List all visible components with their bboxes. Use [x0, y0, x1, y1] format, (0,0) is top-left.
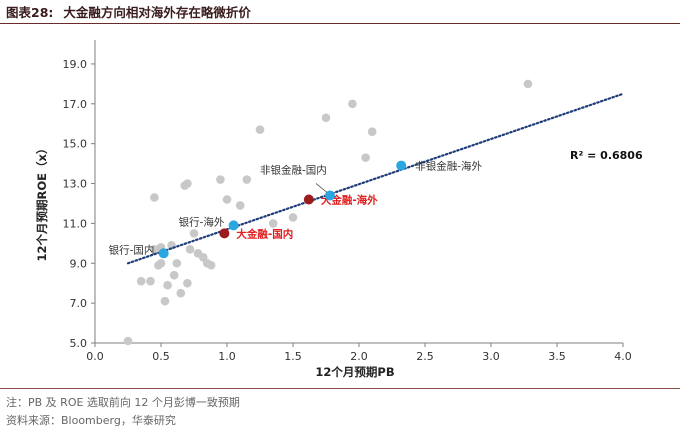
figure-label: 图表28:: [6, 5, 54, 20]
x-axis-label: 12个月预期PB: [315, 365, 394, 379]
point-label: 大金融-国内: [236, 227, 293, 240]
background-point: [206, 260, 216, 270]
background-point: [348, 99, 357, 109]
background-point: [523, 79, 533, 89]
point-label: 银行-国内: [109, 243, 155, 256]
background-point: [216, 175, 225, 184]
figure-title: 大金融方向相对海外存在略微折价: [63, 5, 251, 20]
chart-area: 0.0 0.5 1.0 1.5 2.0 2.5 3.0 3.5 4.0 5.0 7.0 9.0 11.0…: [0, 24, 680, 384]
r-squared-label: R² = 0.6806: [570, 149, 643, 162]
background-point: [160, 296, 170, 306]
background-point: [150, 193, 159, 202]
background-point: [169, 270, 179, 280]
background-points: [123, 79, 533, 346]
y-tick-label: 19.0: [63, 58, 88, 71]
point-label-leader: [315, 183, 328, 193]
y-axis-label: 12个月预期ROE（x）: [35, 143, 49, 262]
x-tick-label: 3.0: [482, 350, 500, 363]
x-tick-label: 1.5: [284, 350, 302, 363]
y-tick-label: 5.0: [70, 337, 88, 350]
background-point: [136, 276, 146, 286]
x-tick-label: 1.0: [218, 350, 236, 363]
highlighted-point: [396, 160, 407, 171]
y-tick-label: 13.0: [63, 178, 88, 191]
background-point: [163, 280, 172, 290]
footnote-divider: [0, 388, 680, 389]
highlighted-point: [324, 190, 335, 201]
background-point: [361, 153, 370, 162]
background-point: [222, 195, 232, 204]
scatter-chart: 0.0 0.5 1.0 1.5 2.0 2.5 3.0 3.5 4.0 5.0 7.0 9.0 11.0…: [35, 40, 643, 379]
highlighted-point: [158, 248, 169, 259]
trendline: [126, 92, 625, 265]
background-point: [146, 276, 155, 286]
point-label: 大金融-海外: [321, 193, 378, 206]
x-tick-label: 0.5: [152, 350, 170, 363]
y-tick-label: 15.0: [63, 138, 88, 151]
background-point: [367, 127, 377, 137]
x-tick-label: 2.0: [350, 350, 368, 363]
x-tick-label: 0.0: [86, 350, 104, 363]
background-point: [321, 113, 331, 123]
background-point: [255, 125, 265, 135]
trendline-group: [126, 92, 625, 265]
footnote-source: 资料来源：Bloomberg，华泰研究: [6, 414, 176, 427]
background-point: [183, 179, 192, 188]
background-point: [172, 258, 182, 268]
y-tick-label: 9.0: [70, 257, 88, 270]
chart-axes: 0.0 0.5 1.0 1.5 2.0 2.5 3.0 3.5 4.0 5.0 7.0 9.0 11.0…: [63, 40, 632, 363]
background-point: [288, 213, 298, 222]
background-point: [235, 201, 245, 210]
background-point: [268, 219, 278, 228]
background-point: [189, 229, 199, 238]
x-tick-label: 3.5: [548, 350, 566, 363]
point-label: 银行-海外: [179, 215, 225, 228]
y-tick-label: 7.0: [70, 297, 88, 310]
y-tick-label: 11.0: [63, 217, 88, 230]
figure-title-bar: 图表28: 大金融方向相对海外存在略微折价: [0, 0, 680, 24]
background-point: [185, 245, 195, 254]
y-tick-label: 17.0: [63, 98, 88, 111]
highlighted-point: [303, 194, 314, 205]
background-point: [183, 278, 192, 288]
background-point: [156, 258, 166, 268]
point-label: 非银金融-海外: [415, 160, 482, 173]
background-point: [123, 336, 133, 346]
point-label: 非银金融-国内: [260, 163, 327, 176]
background-point: [150, 245, 159, 254]
background-point: [242, 175, 252, 184]
x-tick-label: 4.0: [614, 350, 632, 363]
highlighted-point: [228, 220, 239, 231]
footnote-note: 注：PB 及 ROE 选取前向 12 个月彭博一致预期: [6, 396, 240, 409]
x-tick-label: 2.5: [416, 350, 434, 363]
highlighted-point: [219, 228, 230, 239]
background-point: [176, 288, 186, 298]
